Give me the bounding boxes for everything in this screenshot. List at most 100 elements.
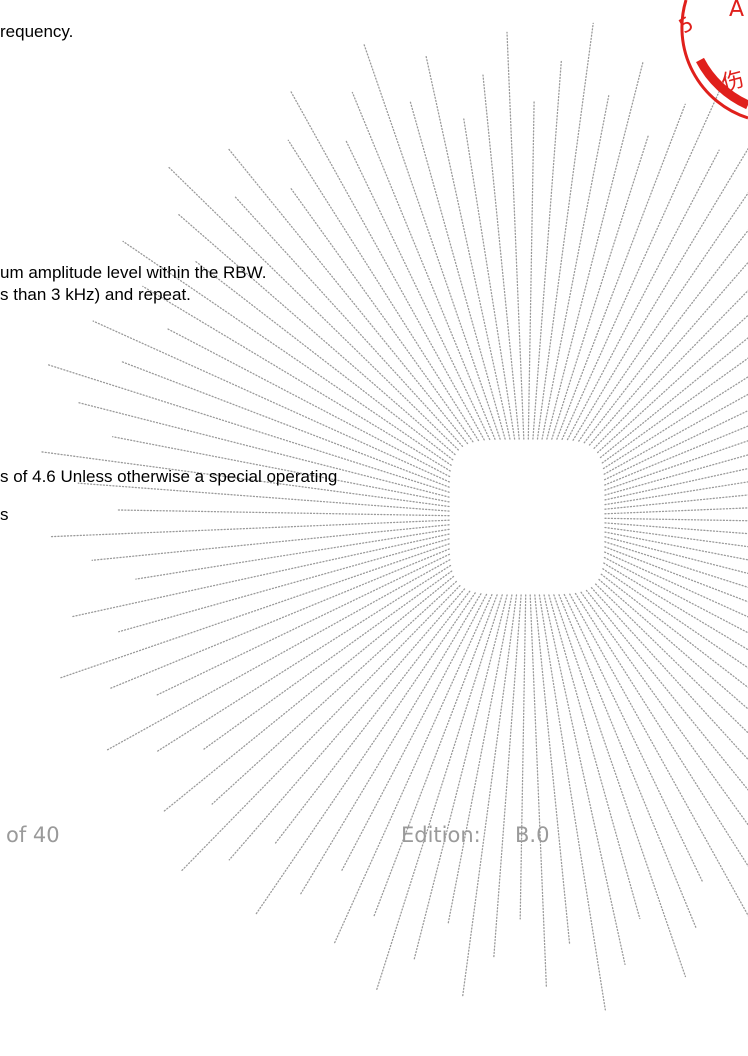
sunburst-ray [117, 509, 450, 517]
sunburst-ray [287, 139, 480, 442]
sunburst-ray [112, 436, 450, 503]
sunburst-ray [538, 594, 606, 1011]
sunburst-ray [461, 594, 518, 998]
body-text-line-4: s of 4.6 Unless otherwise a special oper… [0, 467, 338, 486]
sunburst-ray [211, 580, 457, 805]
sunburst-ray [529, 594, 548, 989]
sunburst-ray [604, 425, 748, 486]
body-text-line-3: s than 3 kHz) and repeat. [0, 285, 191, 304]
page-number: of 40 [6, 823, 60, 847]
sunburst-ray [290, 90, 485, 441]
sunburst-ray [447, 594, 513, 926]
sunburst-ray [363, 43, 501, 440]
sunburst-ray [597, 314, 748, 454]
sunburst-ray [532, 60, 562, 440]
sunburst-ray [572, 147, 748, 441]
sunburst-ray [77, 401, 450, 498]
sunburst-ray [178, 214, 456, 456]
sunburst-ray [60, 543, 450, 679]
sunburst-ray [601, 357, 748, 464]
sunburst-ray [91, 524, 450, 561]
sunburst-ray [569, 593, 748, 917]
sunburst-ray [585, 589, 748, 791]
body-text-line-5: s [0, 505, 9, 524]
sunburst-ray [48, 519, 450, 538]
sunburst-ray [299, 593, 482, 896]
stamp-digit: 5 [675, 11, 698, 38]
edition-value: B.0 [515, 823, 550, 847]
sunburst-ray [534, 594, 571, 946]
sunburst-ray [578, 192, 748, 442]
sunburst-ray [580, 591, 748, 826]
sunburst-ray [165, 327, 451, 478]
sunburst-ray [155, 564, 452, 753]
sunburst-ray [163, 575, 455, 812]
sunburst-ray [595, 583, 748, 734]
sunburst-ray [543, 594, 626, 966]
sunburst-ray [274, 590, 471, 845]
sunburst-ray [561, 76, 727, 440]
sunburst-ray [373, 594, 498, 918]
sunburst-ray [551, 134, 650, 440]
sunburst-ray [254, 592, 476, 916]
sunburst-ray [506, 31, 525, 440]
sunburst-ray [203, 570, 453, 750]
sunburst-ray [600, 573, 748, 689]
body-text-line-1: requency. [0, 22, 74, 41]
sunburst-ray [463, 118, 516, 440]
sunburst-ray [92, 320, 450, 483]
sunburst-ray [193, 259, 454, 461]
sunburst-ray [583, 229, 748, 444]
sunburst-ray [425, 55, 511, 440]
sunburst-ray [527, 100, 535, 440]
sunburst-ray [548, 594, 641, 920]
sunburst-ray [46, 363, 450, 493]
stamp-letter: A [729, 0, 744, 22]
sunburst-ray [39, 451, 450, 508]
edition-label: Edition: [401, 823, 481, 847]
sunburst-ray [604, 536, 748, 575]
sunburst-ray [493, 594, 522, 960]
sunburst-ray [290, 187, 474, 443]
sunburst-ray [556, 103, 686, 440]
sunburst-ray [602, 568, 748, 669]
sunburst-ray [375, 594, 503, 992]
sunburst-ray [553, 594, 687, 978]
sunburst-ray [135, 528, 450, 580]
sunburst-ray [588, 261, 748, 446]
sunburst-ray [108, 548, 450, 690]
sunburst-ray [603, 393, 748, 475]
sunburst-ray [574, 592, 748, 868]
sunburst-ray [72, 533, 450, 618]
sunburst-ray [227, 148, 469, 445]
sunburst-ray [228, 588, 466, 861]
body-text-line-2: um amplitude level within the RBW. [0, 263, 267, 282]
sunburst-ray [120, 360, 450, 488]
sunburst-ray [593, 289, 748, 449]
sunburst-ray [604, 541, 748, 588]
sunburst-ray [118, 538, 450, 633]
sunburst-ray [599, 337, 748, 459]
sunburst-ray [409, 101, 506, 440]
sunburst-ray [558, 594, 697, 930]
sunburst-ray [603, 562, 748, 651]
sunburst-ray [536, 22, 594, 440]
sunburst-ray [167, 165, 459, 451]
sunburst-ray [333, 594, 493, 946]
sunburst-ray [155, 553, 451, 696]
sunburst-ray [122, 240, 452, 466]
sunburst-ray [142, 285, 451, 472]
sunburst-ray [180, 585, 461, 872]
sunburst-ray [604, 531, 748, 561]
sunburst-ray [345, 139, 491, 441]
sunburst-ray [482, 74, 520, 440]
sunburst-ray [77, 482, 450, 512]
sunburst-ray [604, 494, 748, 510]
sunburst-ray [234, 196, 464, 447]
sunburst-ray [602, 376, 748, 470]
sunburst-ray [566, 149, 720, 441]
sunburst-ray [604, 440, 748, 491]
sunburst-ray [604, 481, 748, 506]
